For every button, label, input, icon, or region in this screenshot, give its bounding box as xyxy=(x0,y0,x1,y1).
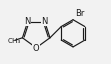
Text: O: O xyxy=(33,44,40,53)
Text: Br: Br xyxy=(75,9,85,18)
Text: N: N xyxy=(42,17,48,26)
Text: N: N xyxy=(25,17,31,26)
Text: CH₃: CH₃ xyxy=(7,38,21,44)
